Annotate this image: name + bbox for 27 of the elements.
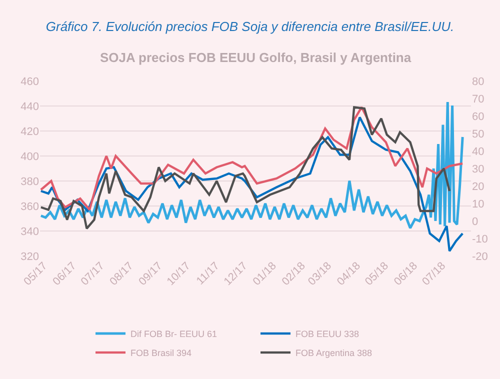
line-series [40, 106, 464, 211]
y-tick-label: 380 [20, 176, 39, 188]
y2-tick-label: 70 [472, 93, 484, 106]
y-tick-label: 420 [20, 126, 39, 138]
y2-tick-label: -10 [472, 233, 488, 246]
y2-tick-label: 60 [472, 110, 484, 123]
y-tick-label: 340 [20, 226, 39, 238]
y-tick-label: 400 [20, 150, 39, 163]
y2-tick-label: 20 [472, 180, 484, 193]
y2-tick-label: 10 [472, 198, 484, 210]
y-tick-label: 460 [20, 76, 39, 88]
legend-label: FOB Argentina 388 [296, 348, 372, 358]
chart-title: Gráfico 7. Evolución precios FOB Soja y diferencia entre Brasil/EE.UU. [46, 19, 454, 34]
chart-subtitle: SOJA precios FOB EEUU Golfo, Brasil y Argentina [100, 50, 412, 65]
legend-label: FOB EEUU 338 [296, 329, 360, 340]
y-tick-label: 360 [20, 200, 39, 213]
line-series [40, 116, 464, 252]
y2-tick-label: 50 [472, 128, 484, 140]
y2-tick-label: 30 [472, 163, 484, 176]
legend-label: Dif FOB Br- EEUU 61 [130, 329, 218, 340]
y2-tick-label: 40 [472, 146, 484, 158]
y2-tick-label: 0 [472, 216, 478, 228]
y-tick-label: 440 [20, 100, 39, 113]
y2-tick-label: 80 [472, 76, 484, 88]
y2-tick-label: -20 [472, 250, 488, 263]
legend-label: FOB Brasil 394 [130, 348, 192, 358]
y-tick-label: 320 [20, 250, 39, 263]
